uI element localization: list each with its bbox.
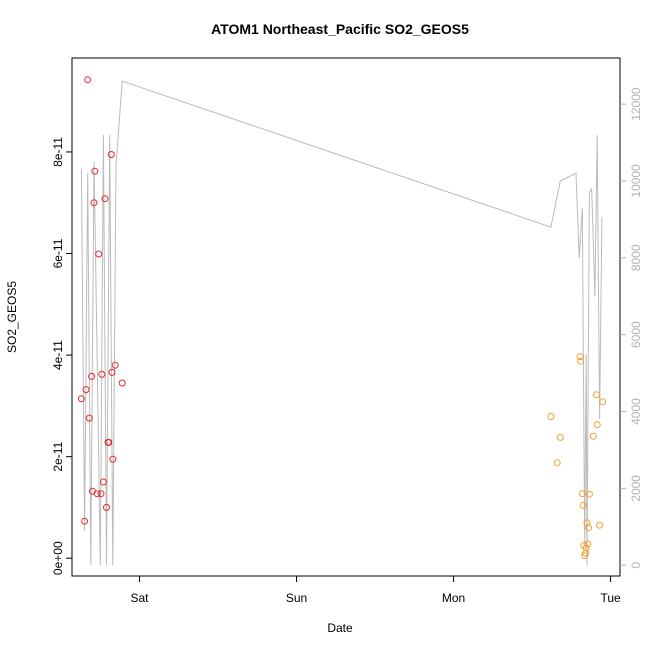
x-tick-label: Tue [600, 591, 621, 605]
data-point [93, 490, 101, 498]
y2-tick-label: 12000 [629, 87, 643, 121]
data-point [81, 517, 89, 525]
data-point [582, 549, 589, 557]
y-tick-label: 0e+00 [51, 541, 65, 575]
data-point [101, 195, 109, 203]
data-point [77, 395, 85, 403]
data-point [97, 490, 105, 498]
y2-tick-label: 4000 [629, 398, 643, 425]
data-point [579, 501, 587, 509]
y-tick-label: 6e-11 [51, 238, 65, 268]
data-point [585, 490, 593, 498]
data-point [91, 167, 99, 175]
data-point [118, 379, 126, 387]
y2-tick-label: 10000 [629, 164, 643, 198]
y2-tick-label: 6000 [629, 321, 643, 348]
altitude-series [80, 80, 603, 566]
plot-frame [71, 57, 621, 577]
data-point [584, 540, 592, 548]
y2-tick-label: 0 [629, 562, 643, 569]
data-point [90, 199, 98, 207]
data-point [88, 372, 96, 380]
data-point [109, 455, 117, 463]
data-point [577, 357, 585, 365]
data-point [108, 368, 116, 376]
data-point [95, 250, 103, 258]
scatter-points [77, 76, 607, 560]
data-point [105, 438, 113, 446]
y-axis-label: SO2_GEOS5 [5, 281, 19, 353]
data-point [103, 503, 110, 511]
data-point [98, 370, 106, 378]
data-point [592, 391, 600, 399]
data-point [99, 478, 107, 486]
y-axis-right: 0 2000 4000 6000 8000 10000 12000 [620, 87, 643, 569]
y2-tick-label: 2000 [629, 475, 643, 502]
data-point [585, 524, 593, 532]
data-point [589, 432, 597, 440]
y-tick-label: 2e-11 [51, 441, 65, 471]
altitude-line [80, 80, 603, 566]
y-tick-label: 4e-11 [51, 340, 65, 370]
data-point [576, 353, 584, 361]
x-tick-label: Sat [131, 591, 150, 605]
y2-tick-label: 8000 [629, 244, 643, 271]
data-point [556, 433, 564, 441]
data-point [578, 490, 586, 498]
data-point [553, 459, 561, 467]
data-point [111, 361, 119, 369]
data-point [84, 76, 92, 84]
x-tick-label: Mon [442, 591, 465, 605]
y-tick-label: 8e-11 [51, 137, 65, 167]
x-axis-label: Date [327, 621, 353, 635]
chart-title: ATOM1 Northeast_Pacific SO2_GEOS5 [211, 21, 469, 37]
data-point [582, 544, 590, 552]
x-tick-label: Sun [286, 591, 307, 605]
data-point [593, 421, 601, 429]
data-point [82, 386, 90, 394]
data-point [596, 521, 604, 529]
data-point [547, 413, 555, 420]
data-point [107, 151, 115, 158]
y-axis-left: 0e+00 2e-11 4e-11 6e-11 8e-11 [51, 137, 72, 575]
data-point [599, 398, 607, 406]
x-axis: Sat Sun Mon Tue [131, 576, 621, 605]
data-point [85, 414, 93, 422]
